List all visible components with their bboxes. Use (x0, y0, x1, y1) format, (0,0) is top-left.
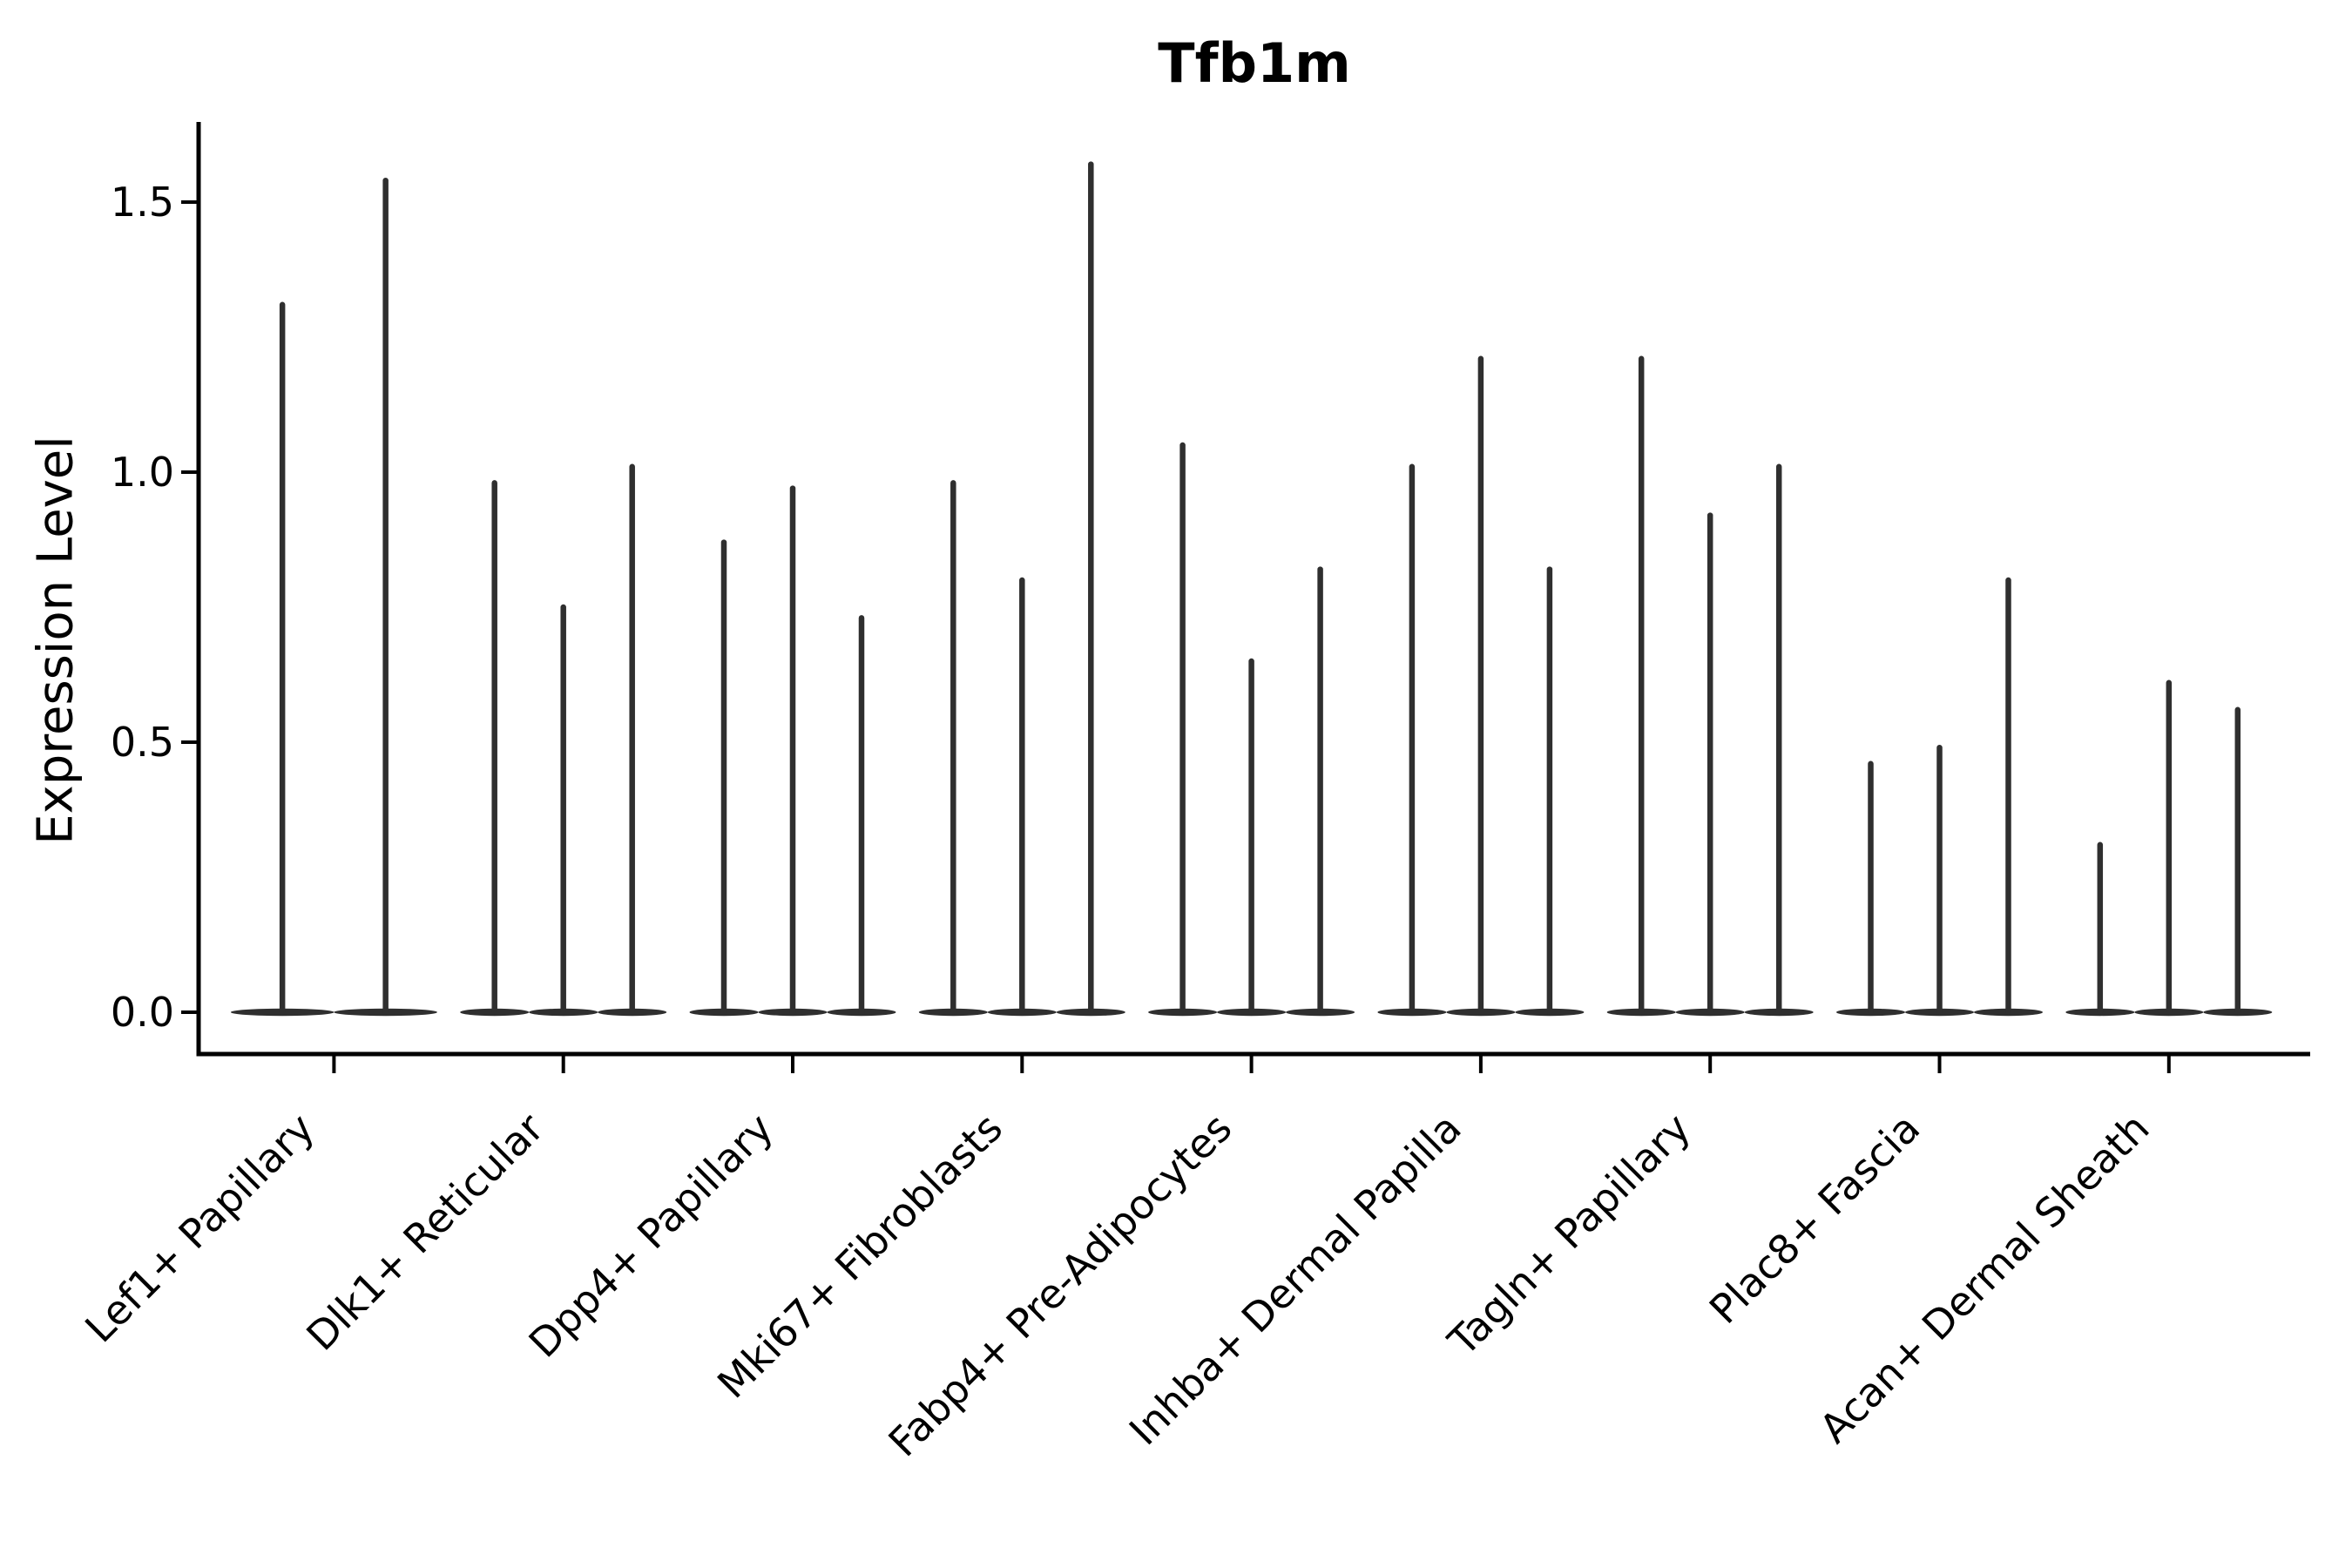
y-tick-label: 0.0 (111, 989, 174, 1036)
chart-title: Tfb1m (1158, 31, 1351, 95)
y-tick-label: 1.5 (111, 179, 174, 226)
x-tick-label: Plac8+ Fascia (1700, 1105, 1929, 1333)
y-tick-label: 0.5 (111, 719, 174, 766)
x-tick-label: Tagln+ Papillary (1438, 1105, 1700, 1366)
x-tick-label: Dlk1+ Reticular (297, 1105, 552, 1360)
y-tick-label: 1.0 (111, 449, 174, 496)
x-tick-label: Lef1+ Papillary (76, 1105, 323, 1352)
x-tick-label: Dpp4+ Papillary (520, 1105, 782, 1367)
